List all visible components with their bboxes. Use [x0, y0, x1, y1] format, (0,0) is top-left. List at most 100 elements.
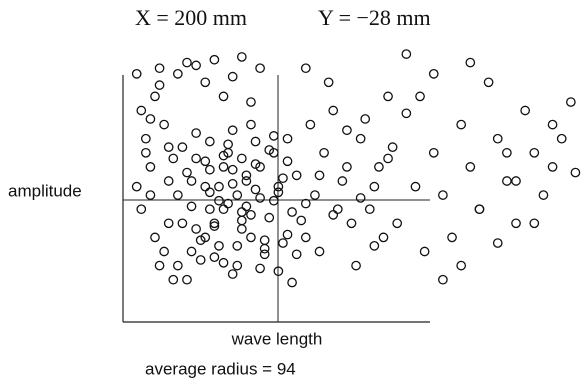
point — [218, 257, 229, 268]
point — [241, 201, 252, 212]
point — [259, 235, 270, 246]
point — [191, 224, 201, 234]
point — [236, 215, 247, 226]
point — [131, 68, 142, 79]
point — [374, 162, 384, 172]
point — [209, 218, 220, 229]
point — [163, 176, 174, 186]
point — [273, 181, 284, 192]
point — [182, 274, 192, 285]
annotation: Y = −28 mm — [318, 5, 431, 30]
point — [186, 201, 197, 212]
point — [323, 77, 334, 88]
point — [314, 170, 325, 181]
point — [223, 139, 233, 150]
point — [259, 243, 270, 254]
point — [246, 119, 256, 130]
point — [177, 142, 188, 153]
point — [273, 266, 284, 277]
point — [250, 184, 261, 195]
point — [287, 207, 297, 217]
point — [538, 190, 549, 200]
point — [250, 136, 261, 147]
point — [342, 162, 352, 172]
point — [255, 193, 265, 203]
point — [209, 252, 220, 262]
point — [204, 136, 215, 147]
point — [282, 156, 293, 167]
point — [305, 119, 316, 130]
point — [278, 238, 288, 248]
point — [287, 277, 297, 288]
point — [264, 145, 275, 155]
point — [474, 204, 485, 215]
point — [529, 147, 540, 158]
point — [529, 218, 540, 229]
point — [310, 190, 320, 200]
point — [351, 260, 361, 271]
point — [438, 274, 448, 285]
point — [483, 77, 494, 88]
point — [218, 91, 229, 102]
point — [236, 153, 247, 164]
point — [355, 193, 366, 203]
point — [364, 204, 375, 215]
point — [511, 176, 521, 186]
point — [428, 147, 439, 158]
point — [419, 246, 430, 257]
point — [145, 162, 156, 172]
point — [136, 105, 147, 116]
point — [438, 190, 448, 200]
point — [145, 190, 156, 200]
point — [387, 142, 398, 153]
point — [172, 68, 183, 79]
point — [168, 153, 179, 164]
point — [232, 190, 243, 200]
point — [150, 232, 160, 243]
point — [236, 224, 247, 234]
point — [378, 232, 389, 243]
point — [465, 57, 476, 68]
point — [520, 105, 531, 116]
point — [141, 147, 151, 158]
point — [223, 198, 233, 209]
point — [300, 232, 311, 243]
point — [163, 142, 174, 153]
point — [492, 133, 503, 144]
point — [447, 232, 457, 243]
x-axis-label: wave length — [231, 329, 323, 348]
point — [268, 195, 279, 206]
point — [383, 153, 393, 164]
point — [401, 49, 412, 59]
point — [218, 204, 229, 215]
point — [154, 260, 165, 271]
point — [223, 147, 233, 158]
point — [300, 198, 311, 209]
point — [191, 60, 201, 71]
point — [227, 269, 238, 279]
point — [278, 173, 288, 184]
point — [232, 260, 243, 271]
point — [547, 162, 558, 172]
point — [218, 162, 229, 172]
point — [141, 133, 151, 144]
point — [314, 246, 325, 257]
point — [360, 114, 371, 124]
point — [191, 128, 201, 138]
point — [273, 187, 284, 198]
point — [191, 153, 201, 164]
point — [209, 221, 220, 231]
point — [200, 77, 211, 88]
point — [337, 176, 348, 186]
point — [511, 218, 521, 229]
y-axis-label: amplitude — [8, 181, 82, 200]
point — [154, 63, 165, 74]
point — [291, 170, 302, 181]
point — [177, 218, 188, 229]
point — [300, 63, 311, 74]
point — [246, 97, 256, 107]
point — [154, 80, 165, 90]
point — [296, 215, 307, 226]
point — [209, 54, 220, 65]
point — [268, 131, 279, 141]
